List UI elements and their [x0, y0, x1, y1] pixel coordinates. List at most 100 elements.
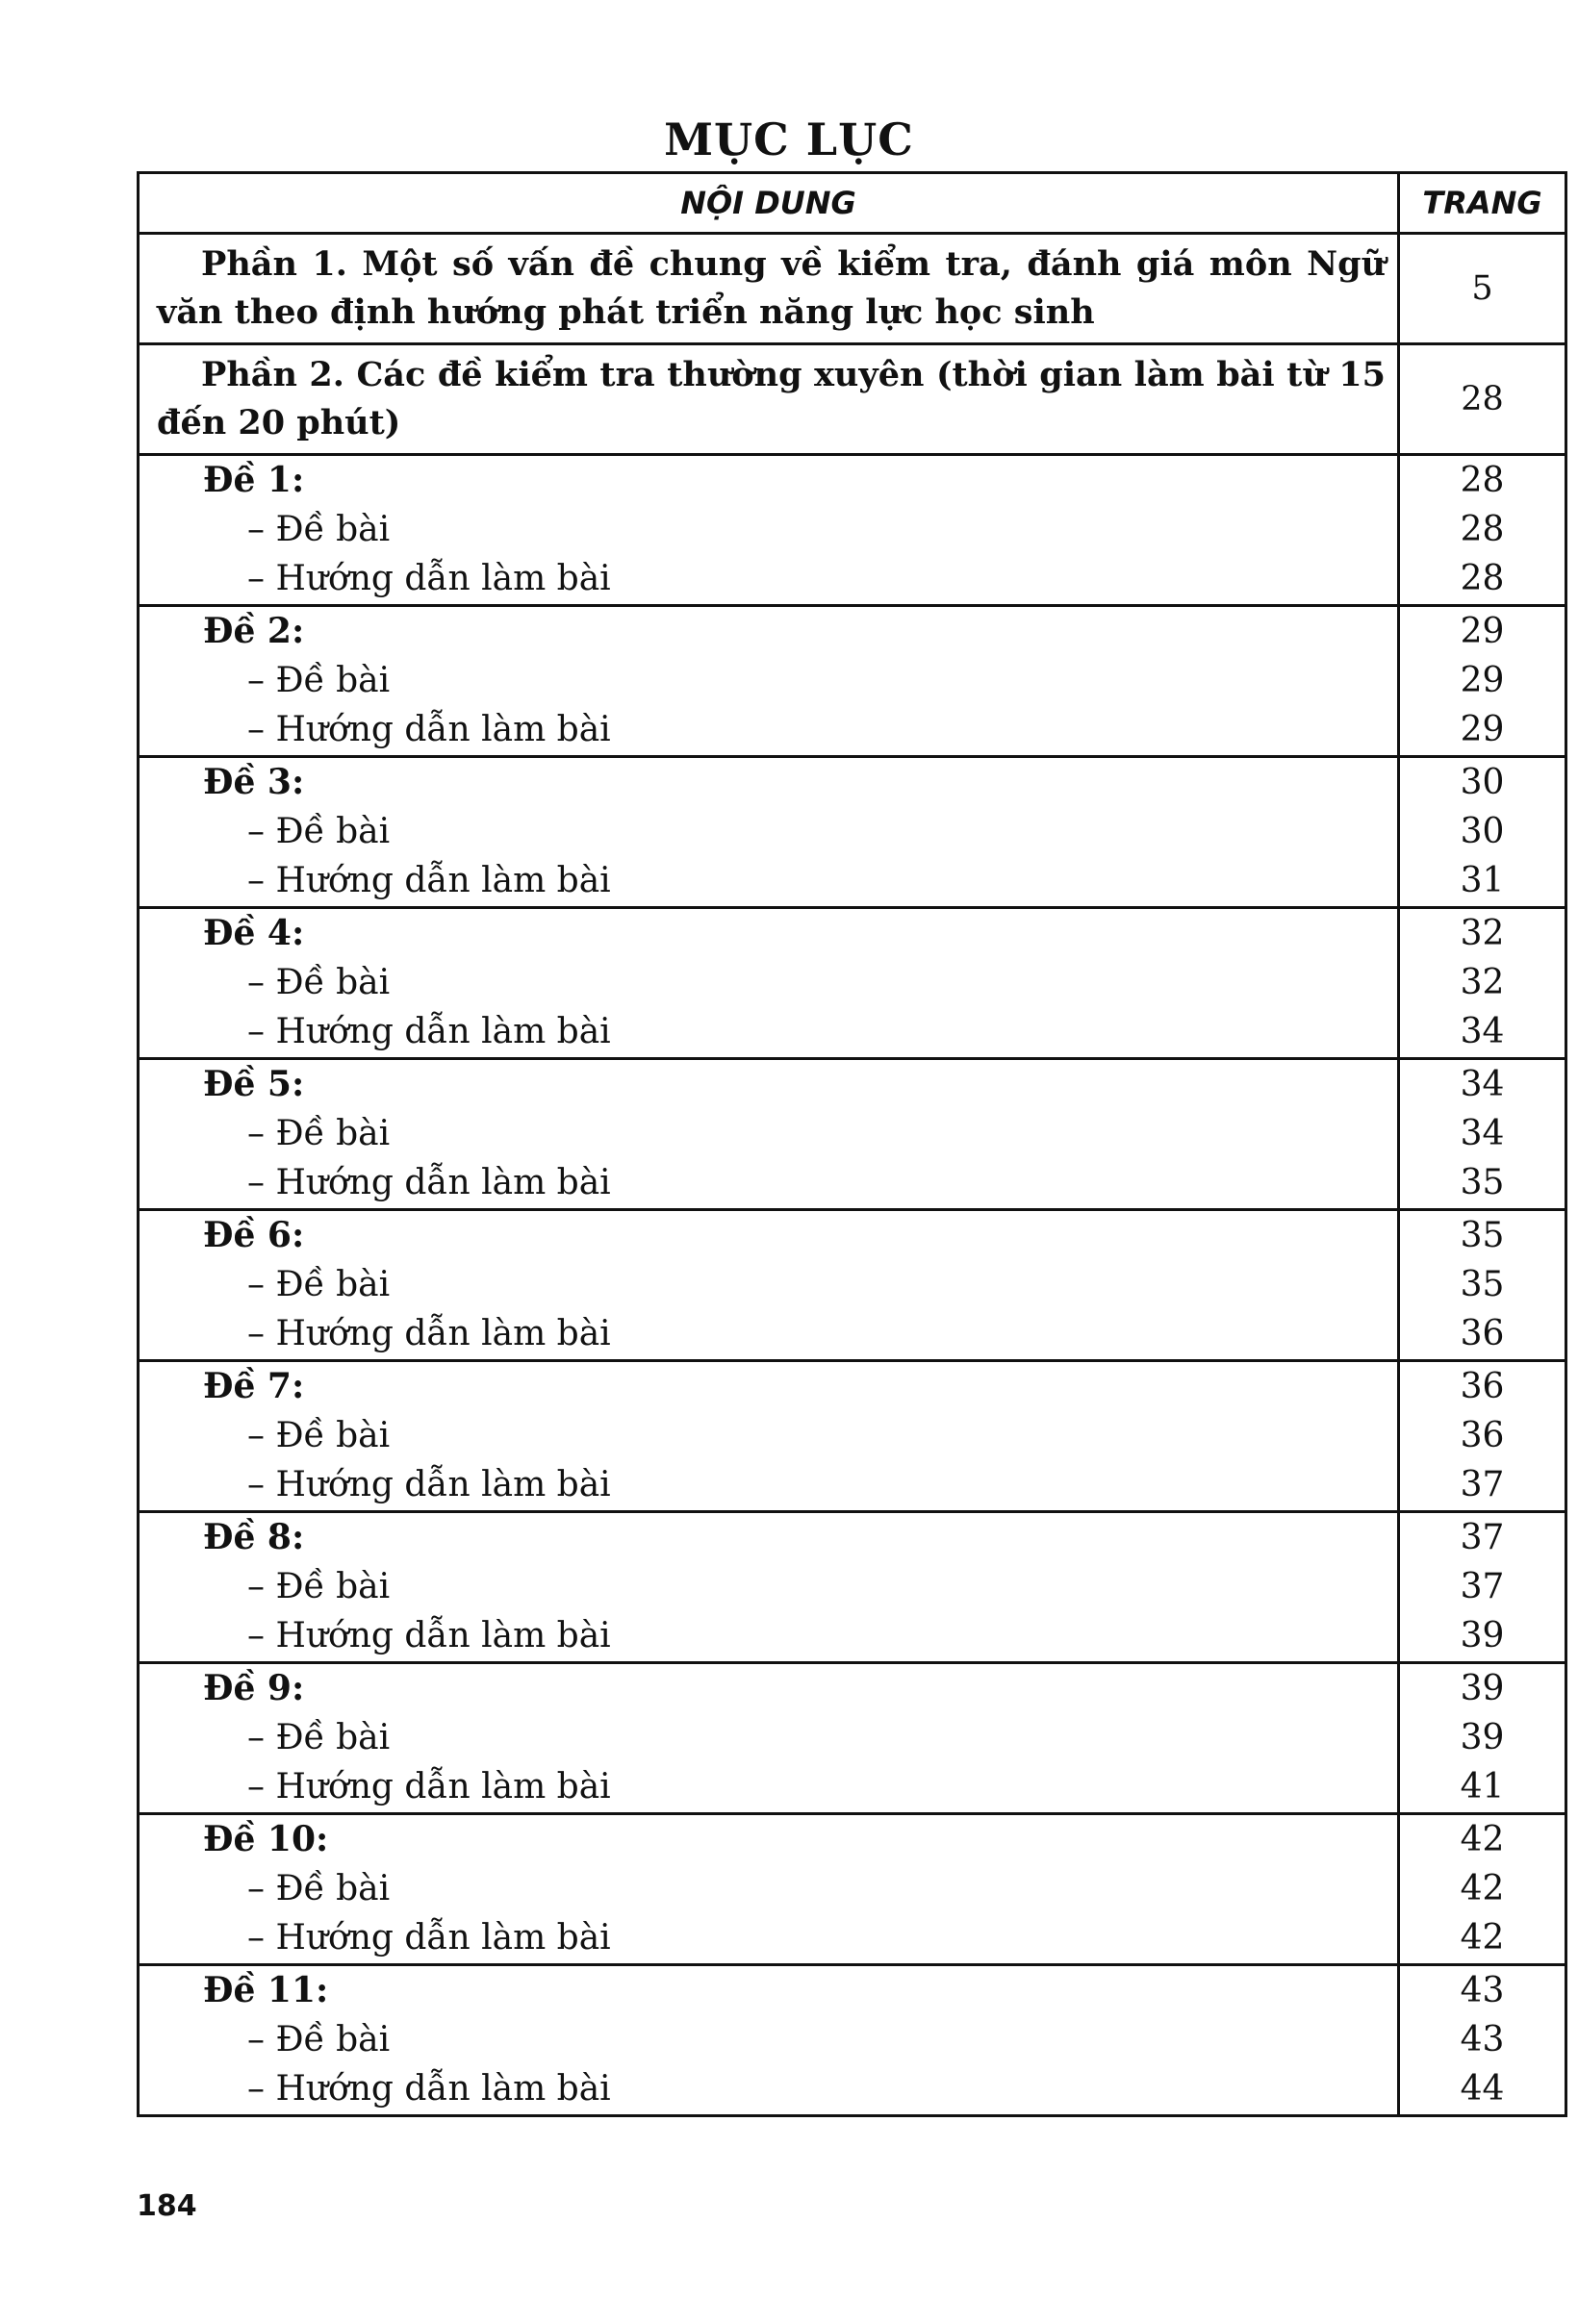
header-content: NỘI DUNG: [137, 171, 1400, 235]
group-pages: 29 29 29: [1397, 604, 1567, 758]
exam-guide-label: – Hướng dẫn làm bài: [247, 1616, 611, 1655]
header-page: TRANG: [1397, 171, 1567, 235]
toc-table: NỘI DUNG TRANG Phần 1. Một số vấn đề chu…: [137, 171, 1567, 2117]
group-content: Đề 9: – Đề bài – Hướng dẫn làm bài: [137, 1661, 1400, 1815]
exam-group-row: Đề 6: – Đề bài – Hướng dẫn làm bài 35 35…: [137, 1208, 1567, 1362]
group-pages: 34 34 35: [1397, 1057, 1567, 1211]
part-row: Phần 2. Các đề kiểm tra thường xuyên (th…: [137, 342, 1567, 456]
exam-title: Đề 6:: [203, 1215, 305, 1255]
exam-problem-label: – Đề bài: [247, 1265, 391, 1304]
group-content: Đề 7: – Đề bài – Hướng dẫn làm bài: [137, 1359, 1400, 1513]
exam-group-row: Đề 4: – Đề bài – Hướng dẫn làm bài 32 32…: [137, 906, 1567, 1060]
exam-page: 35: [1460, 1216, 1505, 1255]
group-pages: 42 42 42: [1397, 1812, 1567, 1966]
part-page: 28: [1397, 342, 1567, 456]
exam-guide-label: – Hướng dẫn làm bài: [247, 1767, 611, 1806]
part-title: Phần 1. Một số vấn đề chung về kiểm tra,…: [137, 232, 1400, 345]
guide-page: 42: [1460, 1918, 1505, 1958]
group-content: Đề 4: – Đề bài – Hướng dẫn làm bài: [137, 906, 1400, 1060]
group-content: Đề 11: – Đề bài – Hướng dẫn làm bài: [137, 1963, 1400, 2117]
exam-problem-label: – Đề bài: [247, 1869, 391, 1908]
guide-page: 44: [1460, 2069, 1505, 2109]
exam-title: Đề 9:: [203, 1668, 305, 1708]
exam-page: 43: [1460, 1971, 1505, 2010]
group-content: Đề 3: – Đề bài – Hướng dẫn làm bài: [137, 755, 1400, 909]
exam-problem-label: – Đề bài: [247, 1416, 391, 1455]
exam-page: 29: [1460, 612, 1505, 651]
exam-page: 37: [1460, 1518, 1505, 1557]
exam-problem-label: – Đề bài: [247, 510, 391, 549]
exam-guide-label: – Hướng dẫn làm bài: [247, 1163, 611, 1202]
guide-page: 35: [1460, 1163, 1505, 1202]
exam-problem-label: – Đề bài: [247, 1567, 391, 1606]
problem-page: 28: [1460, 510, 1505, 549]
table-header-row: NỘI DUNG TRANG: [137, 171, 1567, 235]
group-content: Đề 1: – Đề bài – Hướng dẫn làm bài: [137, 453, 1400, 607]
exam-title: Đề 4:: [203, 913, 305, 953]
group-pages: 39 39 41: [1397, 1661, 1567, 1815]
page-title: MỤC LỤC: [664, 114, 914, 165]
problem-page: 30: [1460, 812, 1505, 851]
exam-group-row: Đề 7: – Đề bài – Hướng dẫn làm bài 36 36…: [137, 1359, 1567, 1513]
exam-group-row: Đề 11: – Đề bài – Hướng dẫn làm bài 43 4…: [137, 1963, 1567, 2117]
guide-page: 41: [1460, 1767, 1505, 1806]
guide-page: 36: [1460, 1314, 1505, 1353]
problem-page: 42: [1460, 1869, 1505, 1908]
exam-page: 28: [1460, 461, 1505, 500]
exam-guide-label: – Hướng dẫn làm bài: [247, 1465, 611, 1504]
exam-page: 34: [1460, 1065, 1505, 1104]
guide-page: 39: [1460, 1616, 1505, 1655]
exam-title: Đề 5:: [203, 1064, 305, 1104]
exam-title: Đề 11:: [203, 1970, 329, 2010]
group-pages: 36 36 37: [1397, 1359, 1567, 1513]
exam-title: Đề 2:: [203, 611, 305, 651]
exam-title: Đề 3:: [203, 762, 305, 802]
exam-page: 42: [1460, 1820, 1505, 1859]
exam-guide-label: – Hướng dẫn làm bài: [247, 861, 611, 900]
exam-problem-label: – Đề bài: [247, 963, 391, 1002]
exam-title: Đề 8:: [203, 1517, 305, 1557]
exam-problem-label: – Đề bài: [247, 1718, 391, 1757]
problem-page: 37: [1460, 1567, 1505, 1606]
exam-group-row: Đề 1: – Đề bài – Hướng dẫn làm bài 28 28…: [137, 453, 1567, 607]
group-content: Đề 10: – Đề bài – Hướng dẫn làm bài: [137, 1812, 1400, 1966]
exam-guide-label: – Hướng dẫn làm bài: [247, 1314, 611, 1353]
group-pages: 35 35 36: [1397, 1208, 1567, 1362]
part-page: 5: [1397, 232, 1567, 345]
group-content: Đề 6: – Đề bài – Hướng dẫn làm bài: [137, 1208, 1400, 1362]
group-pages: 37 37 39: [1397, 1510, 1567, 1664]
guide-page: 34: [1460, 1012, 1505, 1051]
exam-page: 36: [1460, 1367, 1505, 1406]
group-pages: 28 28 28: [1397, 453, 1567, 607]
part-row: Phần 1. Một số vấn đề chung về kiểm tra,…: [137, 232, 1567, 345]
exam-title: Đề 1:: [203, 460, 305, 500]
problem-page: 32: [1460, 963, 1505, 1002]
exam-group-row: Đề 10: – Đề bài – Hướng dẫn làm bài 42 4…: [137, 1812, 1567, 1966]
exam-guide-label: – Hướng dẫn làm bài: [247, 1918, 611, 1958]
guide-page: 29: [1460, 710, 1505, 749]
group-pages: 32 32 34: [1397, 906, 1567, 1060]
exam-title: Đề 10:: [203, 1819, 329, 1859]
exam-group-row: Đề 8: – Đề bài – Hướng dẫn làm bài 37 37…: [137, 1510, 1567, 1664]
problem-page: 34: [1460, 1114, 1505, 1153]
exam-group-row: Đề 9: – Đề bài – Hướng dẫn làm bài 39 39…: [137, 1661, 1567, 1815]
exam-guide-label: – Hướng dẫn làm bài: [247, 2069, 611, 2109]
problem-page: 43: [1460, 2020, 1505, 2059]
exam-page: 32: [1460, 914, 1505, 953]
problem-page: 36: [1460, 1416, 1505, 1455]
problem-page: 29: [1460, 661, 1505, 700]
exam-title: Đề 7:: [203, 1366, 305, 1406]
page-number: 184: [137, 2189, 197, 2223]
guide-page: 31: [1460, 861, 1505, 900]
group-content: Đề 2: – Đề bài – Hướng dẫn làm bài: [137, 604, 1400, 758]
group-content: Đề 5: – Đề bài – Hướng dẫn làm bài: [137, 1057, 1400, 1211]
exam-guide-label: – Hướng dẫn làm bài: [247, 559, 611, 598]
problem-page: 39: [1460, 1718, 1505, 1757]
exam-page: 30: [1460, 763, 1505, 802]
exam-problem-label: – Đề bài: [247, 661, 391, 700]
problem-page: 35: [1460, 1265, 1505, 1304]
exam-problem-label: – Đề bài: [247, 1114, 391, 1153]
exam-group-row: Đề 5: – Đề bài – Hướng dẫn làm bài 34 34…: [137, 1057, 1567, 1211]
exam-problem-label: – Đề bài: [247, 2020, 391, 2059]
exam-guide-label: – Hướng dẫn làm bài: [247, 710, 611, 749]
